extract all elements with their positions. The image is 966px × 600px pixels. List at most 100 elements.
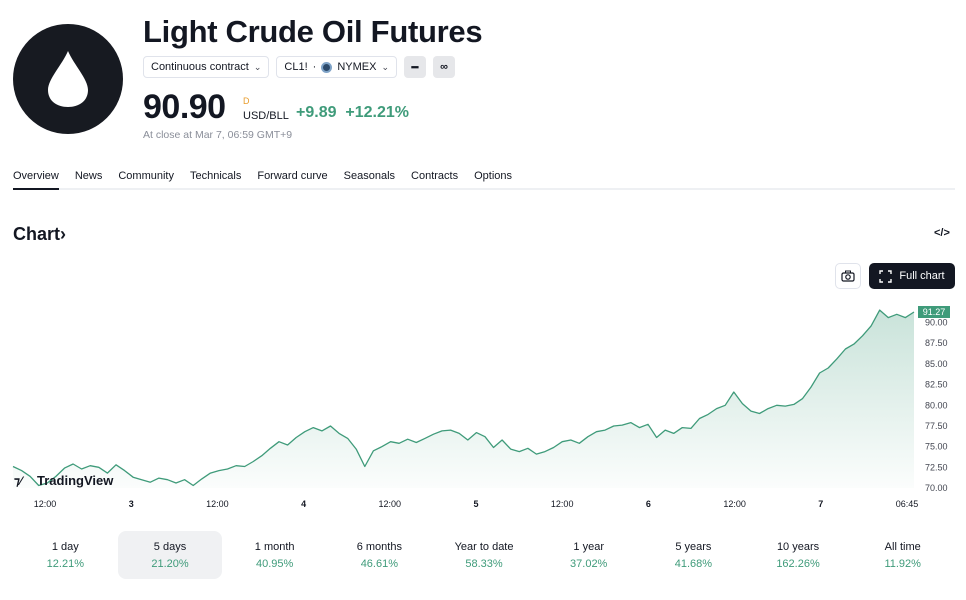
link-button[interactable]: ∞ bbox=[432, 56, 455, 78]
price-line bbox=[12, 309, 915, 487]
period-label: All time bbox=[884, 540, 921, 553]
tab-seasonals[interactable]: Seasonals bbox=[343, 170, 396, 182]
period-performance-bar: 1 day 12.21% 5 days 21.20% 1 month 40.95% 6 mo… bbox=[13, 531, 955, 579]
period-change: 162.26% bbox=[776, 557, 820, 570]
screenshot-button[interactable] bbox=[835, 263, 861, 289]
price-unit: USD/BLL bbox=[243, 110, 289, 122]
x-tick-label: 12:00 bbox=[206, 499, 229, 509]
last-price: 90.90 bbox=[143, 88, 226, 126]
y-tick-label: 87.50 bbox=[925, 338, 948, 348]
compare-button[interactable]: ━ bbox=[403, 56, 426, 78]
x-axis: 12:00 3 12:00 4 12:00 5 12:00 6 12:00 7 06:45 bbox=[34, 499, 919, 509]
full-chart-label: Full chart bbox=[899, 270, 945, 282]
period-change: 40.95% bbox=[256, 557, 294, 570]
period-all-time[interactable]: All time 11.92% bbox=[850, 531, 955, 579]
period-label: 5 years bbox=[675, 540, 712, 553]
period-label: Year to date bbox=[454, 540, 514, 553]
tradingview-logo-icon: ⁊⁄ bbox=[14, 474, 25, 488]
tab-technicals[interactable]: Technicals bbox=[189, 170, 242, 182]
y-tick-label: 75.00 bbox=[925, 442, 948, 452]
y-tick-label: 72.50 bbox=[925, 462, 948, 472]
period-1-year[interactable]: 1 year 37.02% bbox=[536, 531, 641, 579]
period-1-month[interactable]: 1 month 40.95% bbox=[222, 531, 327, 579]
period-label: 6 months bbox=[356, 540, 402, 553]
x-tick-label: 06:45 bbox=[896, 499, 919, 509]
exchange-flag-icon bbox=[321, 61, 333, 73]
x-tick-label: 12:00 bbox=[379, 499, 402, 509]
period-change: 41.68% bbox=[674, 557, 713, 570]
tab-community[interactable]: Community bbox=[118, 170, 174, 182]
delayed-flag: D bbox=[243, 96, 250, 106]
exchange-name: NYMEX bbox=[337, 61, 377, 73]
change-absolute: +9.89 bbox=[296, 104, 337, 121]
period-change: 46.61% bbox=[360, 557, 398, 570]
y-tick-label: 82.50 bbox=[925, 380, 948, 390]
price-area bbox=[13, 310, 914, 488]
contract-select[interactable]: Continuous contract ⌄ bbox=[143, 56, 270, 78]
chart-title-label: Chart bbox=[13, 224, 61, 244]
period-label: 10 years bbox=[776, 540, 820, 553]
period-label: 1 year bbox=[573, 540, 604, 553]
full-chart-button[interactable]: Full chart bbox=[869, 263, 955, 289]
period-label: 1 day bbox=[51, 540, 79, 553]
x-tick-label: 6 bbox=[646, 499, 651, 509]
tab-overview[interactable]: Overview bbox=[13, 170, 59, 190]
contract-select-label: Continuous contract bbox=[151, 61, 249, 73]
last-price-box bbox=[918, 306, 950, 318]
last-price-label: 91.27 bbox=[923, 307, 946, 317]
period-change: 12.21% bbox=[46, 557, 84, 570]
x-tick-label: 4 bbox=[301, 499, 306, 509]
period-5-years[interactable]: 5 years 41.68% bbox=[641, 531, 746, 579]
period-label: 1 month bbox=[254, 540, 295, 553]
period-change: 21.20% bbox=[151, 557, 189, 570]
x-tick-label: 5 bbox=[473, 499, 478, 509]
x-tick-label: 7 bbox=[818, 499, 823, 509]
x-tick-label: 12:00 bbox=[34, 499, 57, 509]
x-tick-label: 12:00 bbox=[551, 499, 574, 509]
period-label: 5 days bbox=[153, 540, 187, 553]
page-title: Light Crude Oil Futures bbox=[143, 14, 483, 49]
price-change: +9.89 +12.21% bbox=[296, 104, 409, 122]
chart-section-title[interactable]: Chart› bbox=[13, 224, 66, 245]
period-6-months[interactable]: 6 months 46.61% bbox=[327, 531, 432, 579]
market-status-note: At close at Mar 7, 06:59 GMT+9 bbox=[143, 129, 293, 141]
y-tick-label: 70.00 bbox=[925, 483, 948, 493]
period-change: 58.33% bbox=[465, 557, 503, 570]
symbol-exchange-select[interactable]: CL1! · NYMEX ⌄ bbox=[276, 56, 397, 78]
period-1-day[interactable]: 1 day 12.21% bbox=[13, 531, 118, 579]
fullscreen-icon bbox=[879, 269, 893, 283]
x-tick-label: 3 bbox=[129, 499, 134, 509]
camera-icon bbox=[841, 270, 855, 282]
infinity-icon: ∞ bbox=[440, 61, 448, 73]
chevron-down-icon: ⌄ bbox=[381, 61, 389, 72]
x-tick-label: 12:00 bbox=[723, 499, 746, 509]
period-10-years[interactable]: 10 years 162.26% bbox=[746, 531, 851, 579]
period-change: 37.02% bbox=[570, 557, 608, 570]
tab-forward-curve[interactable]: Forward curve bbox=[257, 170, 328, 182]
code-icon[interactable]: </> bbox=[934, 227, 950, 239]
symbol-controls: Continuous contract ⌄ CL1! · NYMEX ⌄ ━ ∞ bbox=[143, 56, 455, 78]
period-year-to-date[interactable]: Year to date 58.33% bbox=[432, 531, 537, 579]
chevron-right-icon: › bbox=[60, 224, 67, 244]
tab-contracts[interactable]: Contracts bbox=[411, 170, 459, 182]
change-percent: +12.21% bbox=[345, 104, 409, 121]
chevron-down-icon: ⌄ bbox=[253, 61, 262, 72]
period-change: 11.92% bbox=[884, 557, 921, 570]
tradingview-brand: TradingView bbox=[37, 473, 114, 488]
last-price-marker: 91.27 bbox=[918, 306, 950, 318]
separator-dot: · bbox=[312, 61, 317, 73]
tab-news[interactable]: News bbox=[74, 170, 103, 182]
oil-drop-icon bbox=[48, 51, 88, 107]
y-tick-label: 85.00 bbox=[925, 359, 948, 369]
y-axis: 90.00 87.50 85.00 82.50 80.00 77.50 75.00 72.50… bbox=[925, 318, 948, 493]
period-5-days[interactable]: 5 days 21.20% bbox=[117, 531, 223, 579]
symbol-ticker: CL1! bbox=[284, 61, 308, 73]
price-chart[interactable]: 90.00 87.50 85.00 82.50 80.00 77.50 75.00 72.50… bbox=[0, 296, 966, 516]
y-tick-label: 80.00 bbox=[925, 400, 948, 410]
minus-icon: ━ bbox=[411, 61, 419, 74]
section-tabs: Overview News Community Technicals Forward c… bbox=[13, 170, 955, 190]
tab-options[interactable]: Options bbox=[474, 170, 513, 182]
y-tick-label: 90.00 bbox=[925, 318, 948, 328]
tradingview-watermark: ⁊⁄ TradingView bbox=[14, 473, 114, 488]
symbol-logo bbox=[13, 24, 123, 134]
